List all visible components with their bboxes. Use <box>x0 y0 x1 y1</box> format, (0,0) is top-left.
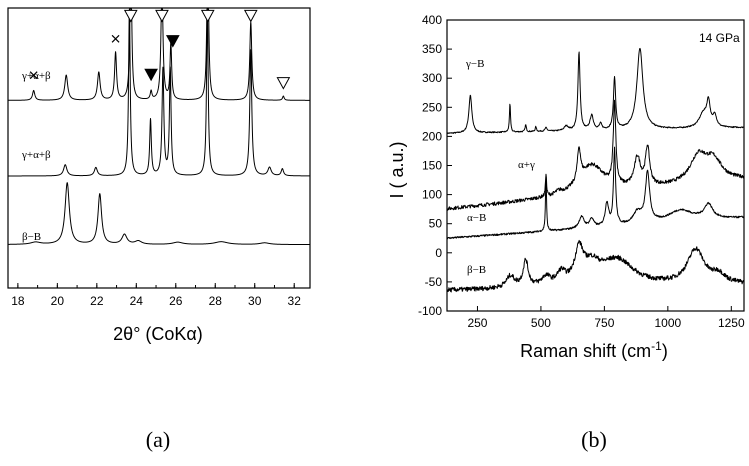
y-tick-label-b-1: -50 <box>425 275 443 289</box>
y-tick-label-b-4: 100 <box>422 188 442 202</box>
panel-a-x-ticks: 18 20 22 24 26 28 30 32 <box>11 283 301 308</box>
y-tick-label-b-2: 0 <box>435 246 442 260</box>
open-triangle-marker-8 <box>276 77 291 90</box>
panel-b-x-axis-title-end: ) <box>662 341 668 361</box>
x-tick-label-a-3: 24 <box>130 294 144 308</box>
open-triangle-marker-7 <box>243 9 258 23</box>
panel-b-label: (b) <box>581 427 607 452</box>
x-tick-label-a-2: 22 <box>90 294 104 308</box>
raman-trace-1 <box>446 99 745 211</box>
panel-b-x-axis-title-main: Raman shift (cm <box>520 341 651 361</box>
y-tick-label-b-0: -100 <box>418 304 442 318</box>
panel-b-pressure-annotation: 14 GPa <box>699 31 740 45</box>
x-tick-label-a-5: 28 <box>209 294 223 308</box>
panel-b-x-axis-title-superscript: -1 <box>651 339 662 353</box>
y-tick-label-b-3: 50 <box>429 217 443 231</box>
series-label-a-0: γ+α+β <box>21 70 51 82</box>
panel-b-raman-chart: 250 500 750 1000 1250 -100 -50 0 50 100 150 200 250… <box>387 13 745 452</box>
xrd-trace-2 <box>7 182 311 246</box>
series-label-b-3: β−B <box>467 264 486 276</box>
x-tick-label-a-0: 18 <box>11 294 25 308</box>
y-tick-label-b-7: 250 <box>422 100 442 114</box>
panel-b-x-axis-title: Raman shift (cm-1) <box>520 339 668 361</box>
panel-a-traces <box>7 8 311 246</box>
x-tick-label-b-0: 250 <box>467 316 487 330</box>
y-tick-label-b-5: 150 <box>422 159 442 173</box>
open-triangle-marker-5 <box>155 9 169 23</box>
open-triangle-marker-6 <box>200 9 215 23</box>
y-tick-label-b-9: 350 <box>422 42 442 56</box>
y-tick-label-b-6: 200 <box>422 129 442 143</box>
xrd-trace-1 <box>7 8 311 177</box>
series-label-a-1: γ+α+β <box>21 149 51 161</box>
panel-a-label: (a) <box>146 427 170 452</box>
x-tick-label-a-6: 30 <box>248 294 262 308</box>
open-triangle-marker-4 <box>123 9 138 23</box>
cross-marker-1 <box>111 34 120 43</box>
filled-triangle-marker-3 <box>165 35 180 48</box>
panel-a-markers <box>29 9 291 90</box>
raman-trace-0 <box>446 47 745 135</box>
panel-b-y-ticks: -100 -50 0 50 100 150 200 250 300 350 400 <box>418 13 452 318</box>
series-label-b-1: α+γ <box>518 159 535 171</box>
x-tick-label-b-2: 750 <box>594 316 614 330</box>
x-tick-label-b-3: 1000 <box>654 316 681 330</box>
raman-trace-3 <box>446 239 745 293</box>
panel-a-xrd-chart: 18 20 22 24 26 28 30 32 γ+α+β γ+α+β β−B 2θ° (Co… <box>7 7 311 452</box>
panel-a-plot-frame <box>7 7 311 289</box>
x-tick-label-a-7: 32 <box>288 294 302 308</box>
raman-trace-2 <box>446 146 745 240</box>
series-label-a-2: β−B <box>22 231 41 243</box>
xrd-trace-0 <box>7 8 311 101</box>
x-tick-label-b-1: 500 <box>531 316 551 330</box>
x-tick-label-a-4: 26 <box>169 294 183 308</box>
x-tick-label-a-1: 20 <box>51 294 65 308</box>
panel-a-x-axis-title: 2θ° (CoKα) <box>113 324 203 344</box>
panel-b-y-axis-title: I ( a.u.) <box>387 141 407 198</box>
series-label-b-2: α−B <box>467 212 486 224</box>
filled-triangle-marker-2 <box>144 68 158 82</box>
x-tick-label-b-4: 1250 <box>718 316 745 330</box>
panel-b-x-ticks: 250 500 750 1000 1250 <box>467 306 745 330</box>
panel-b-traces <box>446 47 745 293</box>
cross-marker-0 <box>29 71 38 80</box>
series-label-b-0: γ−B <box>465 58 484 70</box>
y-tick-label-b-10: 400 <box>422 13 442 27</box>
y-tick-label-b-8: 300 <box>422 71 442 85</box>
